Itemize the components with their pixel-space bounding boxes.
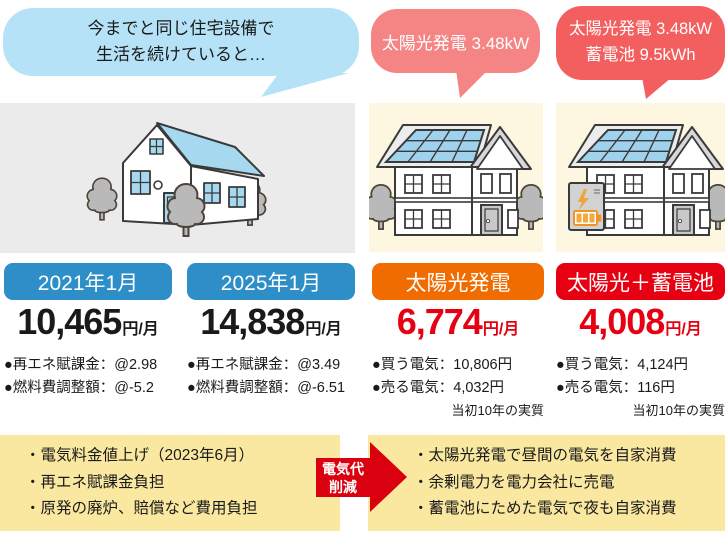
column-header: 太陽光発電 [372, 263, 544, 300]
list-item: ・余剰電力を電力会社に売電 [413, 473, 615, 491]
monthly-cost: 6,774円/月 [396, 301, 520, 342]
note-10year: 当初10年の実質 [632, 403, 725, 418]
solar-bubble-tail [456, 70, 488, 98]
cost-details: ●買う電気：4,124円 ●売る電気：116円 [556, 357, 689, 396]
cost-details: ●再エネ賦課金：@3.49 ●燃料費調整額：@-6.51 [187, 357, 346, 396]
solar-battery-house-illustration [568, 124, 725, 236]
baseline-house-panel [0, 103, 355, 253]
column-2025: 2025年1月 14,838円/月 ●再エネ賦課金：@3.49 ●燃料費調整額：… [187, 263, 355, 400]
column-2021: 2021年1月 10,465円/月 ●再エネ賦課金：@2.98 ●燃料費調整額：… [4, 263, 172, 400]
battery-unit-icon [568, 182, 605, 231]
solar-house-panel [369, 103, 543, 252]
solar-battery-speech-text: 太陽光発電 3.48kW 蓄電池 9.5kWh [568, 20, 713, 64]
list-item: ・蓄電池にためた電気で夜も自家消費 [413, 500, 677, 517]
list-item: ・電気料金値上げ（2023年6月） [25, 447, 255, 464]
list-item: ・再エネ賦課金負担 [25, 473, 165, 491]
solar-house-illustration [369, 124, 543, 236]
solar-battery-bubble-tail [642, 77, 672, 99]
solar-speech-bubble: 太陽光発電 3.48kW [371, 9, 540, 73]
column-solar: 太陽光発電 6,774円/月 ●買う電気：10,806円 ●売る電気：4,032… [372, 263, 544, 420]
solar-battery-house-panel [556, 103, 725, 252]
cost-details: ●買う電気：10,806円 ●売る電気：4,032円 [372, 357, 513, 396]
baseline-bubble-tail [261, 73, 349, 97]
house-illustration [86, 122, 267, 237]
solar-speech-text: 太陽光発電 3.48kW [381, 33, 530, 53]
note-10year: 当初10年の実質 [451, 403, 544, 418]
cost-reduction-label: 電気代 削減 [322, 460, 364, 495]
list-item: ・原発の廃炉、賠償など費用負担 [25, 500, 258, 517]
savings-methods-box: ・太陽光発電で昼間の電気を自家消費 ・余剰電力を電力会社に売電 ・蓄電池にためた… [368, 435, 725, 531]
baseline-speech-text: 今までと同じ住宅設備で 生活を続けていると… [87, 18, 275, 64]
column-header: 太陽光＋蓄電池 [556, 263, 725, 300]
solar-battery-speech-bubble: 太陽光発電 3.48kW 蓄電池 9.5kWh [556, 6, 725, 80]
column-header: 2025年1月 [187, 263, 355, 300]
baseline-speech-bubble: 今までと同じ住宅設備で 生活を続けていると… [3, 8, 359, 76]
column-header: 2021年1月 [4, 263, 172, 300]
column-solar-battery: 太陽光＋蓄電池 4,008円/月 ●買う電気：4,124円 ●売る電気：116円… [556, 263, 725, 420]
monthly-cost: 14,838円/月 [200, 301, 342, 342]
monthly-cost: 4,008円/月 [579, 301, 702, 342]
cost-details: ●再エネ賦課金：@2.98 ●燃料費調整額：@-5.2 [4, 357, 158, 396]
list-item: ・太陽光発電で昼間の電気を自家消費 [413, 447, 677, 464]
monthly-cost: 10,465円/月 [17, 301, 159, 342]
cost-reduction-arrow-icon [316, 442, 407, 512]
cost-increase-factors-box: ・電気料金値上げ（2023年6月） ・再エネ賦課金負担 ・原発の廃炉、賠償など費… [0, 435, 340, 531]
